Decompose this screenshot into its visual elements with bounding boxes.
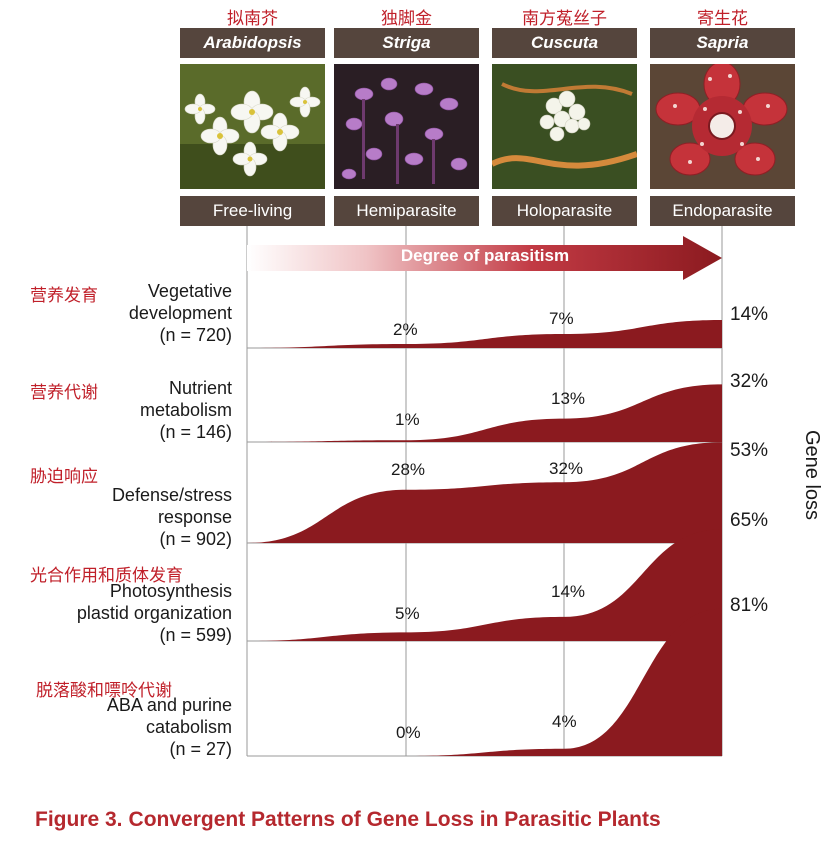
gene-loss-area-5 [247,608,722,756]
figure-caption: Figure 3. Convergent Patterns of Gene Los… [35,808,667,832]
row-defense-label: Defense/stress response (n = 902) [112,484,232,550]
gene-loss-area-2 [247,384,722,442]
row-defense-chinese: 胁迫响应 [30,467,98,487]
gene-loss-area-1 [247,320,722,348]
species-name-striga: Striga [334,28,479,58]
striga-photo [334,64,479,189]
type-free-living: Free-living [180,196,325,226]
row-photosynthesis-label: Photosynthesis plastid organization (n =… [77,580,232,646]
species-chinese-sapria: 寄生花 [697,9,748,29]
species-chinese-cuscuta: 南方菟丝子 [522,9,607,29]
row-nutrient-chinese: 营养代谢 [30,383,98,403]
species-chinese-striga: 独脚金 [381,9,432,29]
label-line: plastid organization [76,603,232,623]
species-name-sapria: Sapria [650,28,795,58]
pct-defense-cuscuta: 32% [549,459,584,478]
row-vegetative-chinese: 营养发育 [30,286,98,306]
row-photosynthesis-chinese: 光合作用和质体发育 [30,566,183,586]
gene-loss-label: Gene loss [801,430,823,521]
gene-loss-area-4 [247,529,722,641]
species-chinese-arabidopsis: 拟南芥 [227,9,278,29]
row-nutrient-label: Nutrient metabolism (n = 146) [140,377,232,443]
type-hemiparasite: Hemiparasite [334,196,479,226]
label-n: (n = 146) [159,422,232,442]
row-vegetative-label: Vegetative development (n = 720) [129,280,232,346]
label-line: catabolism [145,717,232,737]
label-n: (n = 720) [159,325,232,345]
figure-title: Convergent Patterns of Gene Loss in Para… [128,808,661,831]
sapria-photo [650,64,795,189]
pct-photosynthesis-cuscuta: 14% [551,582,586,601]
label-line: response [157,507,232,527]
pct-aba-striga: 0% [396,723,421,742]
pct-vegetative-striga: 2% [393,320,418,339]
pct-photosynthesis-sapria: 65% [730,510,769,531]
cuscuta-photo [492,64,637,189]
label-line: ABA and purine [106,695,232,715]
row-aba-label: ABA and purine catabolism (n = 27) [107,694,232,760]
label-line: Nutrient [168,378,232,398]
pct-defense-striga: 28% [391,460,426,479]
label-n: (n = 599) [159,625,232,645]
pct-vegetative-cuscuta: 7% [549,309,574,328]
label-line: Vegetative [147,281,232,301]
species-name-cuscuta: Cuscuta [492,28,637,58]
label-n: (n = 27) [169,739,232,759]
pct-aba-cuscuta: 4% [552,712,577,731]
type-holoparasite: Holoparasite [492,196,637,226]
figure-number: Figure 3. [35,808,123,831]
label-line: development [128,303,232,323]
parasitism-arrow [247,236,722,280]
label-line: metabolism [139,400,232,420]
arabidopsis-photo [180,64,325,189]
label-n: (n = 902) [159,529,232,549]
pct-vegetative-sapria: 14% [730,304,769,325]
gene-loss-area-3 [247,442,722,543]
row-aba-chinese: 脱落酸和嘌呤代谢 [36,681,172,701]
degree-of-parasitism-label: Degree of parasitism [400,246,570,265]
pct-nutrient-striga: 1% [395,410,420,429]
pct-nutrient-cuscuta: 13% [551,389,586,408]
pct-nutrient-sapria: 32% [730,371,769,392]
pct-photosynthesis-striga: 5% [395,604,420,623]
pct-aba-sapria: 81% [730,595,769,616]
pct-defense-sapria: 53% [730,440,769,461]
label-line: Defense/stress [111,485,232,505]
type-endoparasite: Endoparasite [650,196,795,226]
species-name-arabidopsis: Arabidopsis [180,28,325,58]
label-line: Photosynthesis [109,581,232,601]
